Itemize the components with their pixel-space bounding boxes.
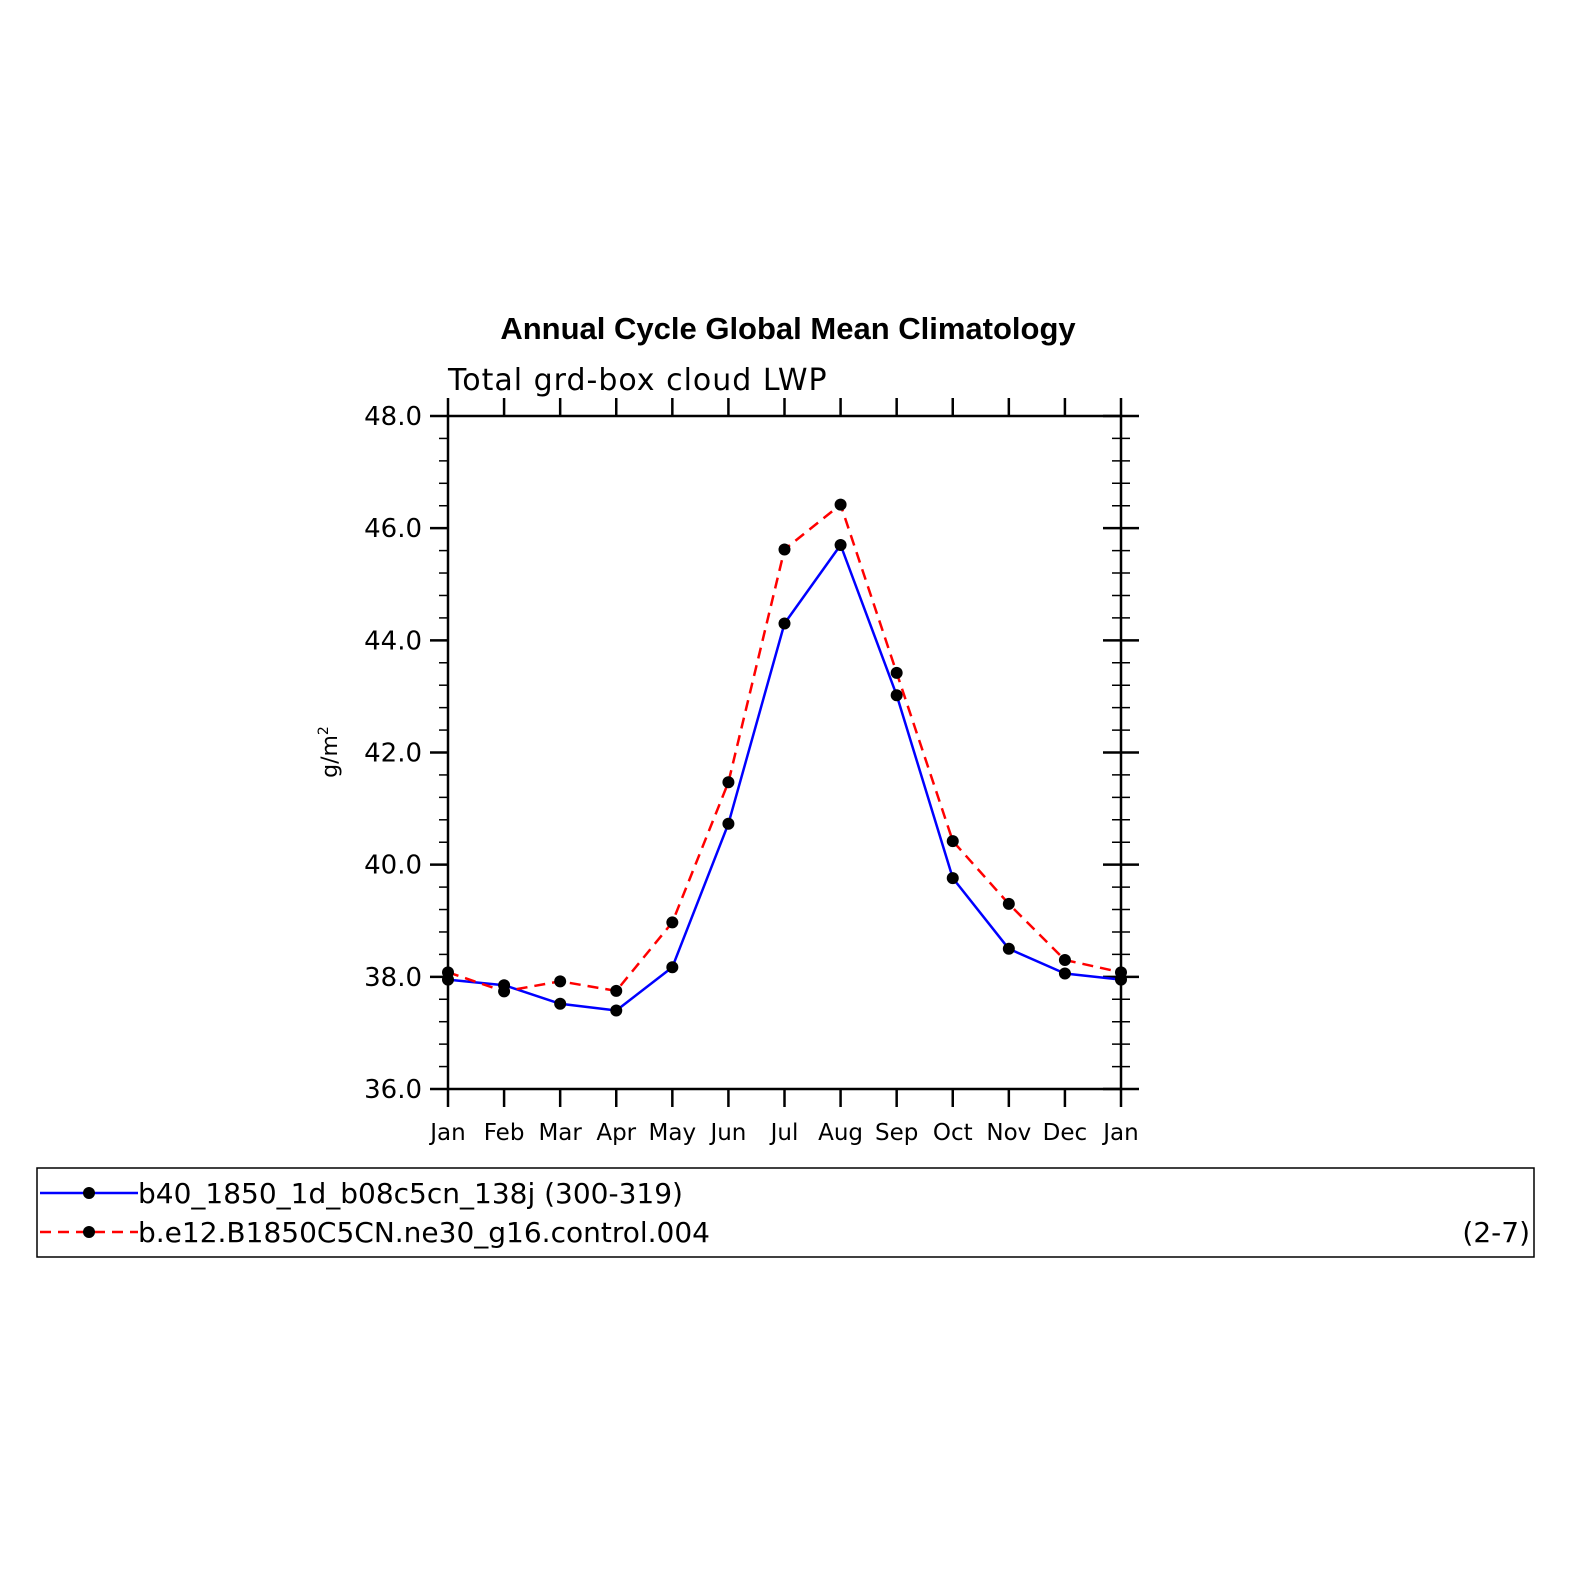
x-tick-label: Jan <box>1101 1120 1138 1146</box>
data-point-series-1 <box>890 689 903 702</box>
data-point-series-2 <box>778 543 791 556</box>
data-point-series-1 <box>666 961 679 974</box>
data-point-series-2 <box>498 985 511 998</box>
y-tick-labels: 36.0 38.0 40.0 42.0 44.0 46.0 48.0 <box>364 402 422 1105</box>
x-tick-labels: Jan Feb Mar Apr May Jun Jul Aug Sep Oct Nov Dec Jan <box>428 1120 1138 1146</box>
y-tick-label: 46.0 <box>364 514 422 544</box>
y-tick-label: 44.0 <box>364 626 422 656</box>
y-tick-label: 38.0 <box>364 963 422 993</box>
data-point-series-2 <box>1058 954 1071 967</box>
data-point-series-1 <box>610 1004 623 1017</box>
x-tick-label: Sep <box>875 1120 918 1146</box>
x-tick-label: Oct <box>933 1120 973 1146</box>
y-tick-label: 36.0 <box>364 1075 422 1105</box>
data-point-series-1 <box>834 538 847 551</box>
y-tick-label: 40.0 <box>364 851 422 881</box>
x-tick-label: Jul <box>769 1120 799 1146</box>
data-point-series-2 <box>1115 966 1127 979</box>
plot-frame <box>446 414 1123 1091</box>
data-point-series-2 <box>1002 897 1015 910</box>
data-point-series-2 <box>722 776 735 789</box>
legend-marker-series-1 <box>83 1187 95 1199</box>
legend-label-series-1: b40_1850_1d_b08c5cn_138j (300-319) <box>138 1177 683 1210</box>
y-axis-label: g/m2 <box>316 726 343 778</box>
data-point-series-1 <box>554 997 567 1010</box>
chart-title: Annual Cycle Global Mean Climatology <box>500 311 1076 346</box>
x-tick-label: Nov <box>986 1120 1031 1146</box>
data-point-series-1 <box>722 817 735 830</box>
data-point-series-1 <box>1002 942 1015 955</box>
y-tick-label: 42.0 <box>364 739 422 769</box>
data-series <box>442 498 1127 1017</box>
x-tick-label: Dec <box>1043 1120 1088 1146</box>
x-tick-label: May <box>649 1120 697 1146</box>
data-point-series-2 <box>610 984 623 997</box>
legend: b40_1850_1d_b08c5cn_138j (300-319) b.e12… <box>36 1167 1535 1258</box>
data-point-series-2 <box>834 498 847 511</box>
data-point-series-2 <box>946 835 959 848</box>
legend-label-series-2: b.e12.B1850C5CN.ne30_g16.control.004 <box>138 1216 710 1249</box>
data-point-series-2 <box>442 966 454 979</box>
x-tick-label: Apr <box>596 1120 636 1146</box>
x-tick-label: Jan <box>428 1120 465 1146</box>
legend-marker-series-2 <box>83 1226 95 1238</box>
x-tick-label: Feb <box>484 1120 525 1146</box>
y-tick-label: 48.0 <box>364 402 422 432</box>
data-point-series-1 <box>946 872 959 885</box>
x-tick-label: Mar <box>538 1120 582 1146</box>
data-point-series-2 <box>666 916 679 929</box>
data-point-series-2 <box>890 666 903 679</box>
y-axis-label-text: g/m <box>318 735 343 778</box>
chart-subtitle: Total grd-box cloud LWP <box>447 363 828 398</box>
data-point-series-1 <box>1058 967 1071 980</box>
panel-annotation: (2-7) <box>1462 1216 1530 1249</box>
x-tick-label: Jun <box>708 1120 746 1146</box>
x-tick-label: Aug <box>818 1120 863 1146</box>
y-axis-label-superscript: 2 <box>316 726 332 735</box>
legend-box <box>36 1167 1535 1258</box>
data-point-series-1 <box>778 617 791 630</box>
data-point-series-2 <box>554 975 567 988</box>
